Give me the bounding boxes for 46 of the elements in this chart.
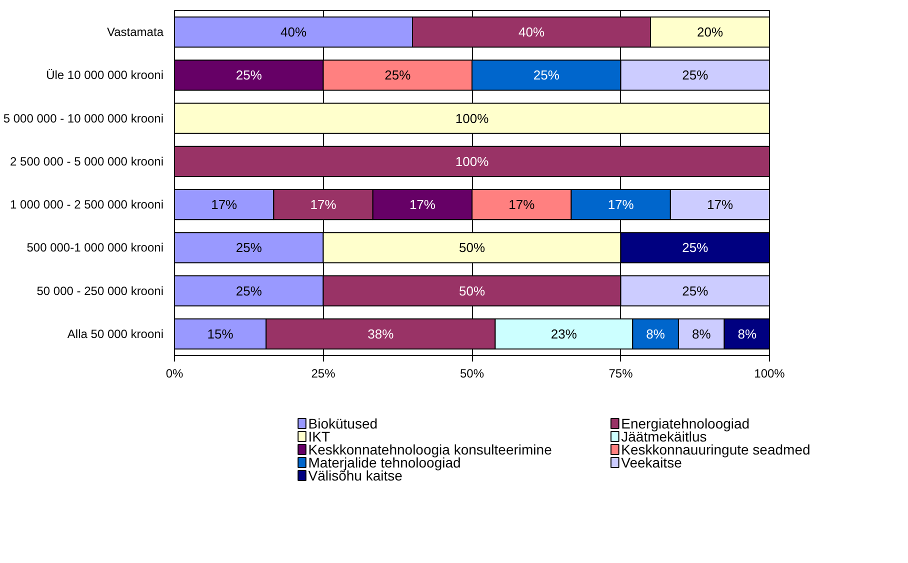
legend-label: Energiatehnoloogiad [621, 416, 750, 432]
x-tick-label: 25% [311, 366, 336, 380]
legend-label: Veekaitse [621, 454, 682, 470]
data-label: 40% [280, 24, 307, 40]
y-tick-label: 2 500 000 - 5 000 000 krooni [10, 154, 164, 168]
data-label: 17% [211, 197, 238, 212]
data-label: 17% [310, 197, 337, 212]
y-tick-label: 5 000 000 - 10 000 000 krooni [3, 111, 164, 126]
data-label: 100% [455, 154, 490, 169]
x-tick-label: 100% [754, 366, 786, 380]
y-tick-label: 500 000-1 000 000 krooni [26, 240, 164, 255]
data-label: 17% [707, 197, 734, 212]
data-label: 100% [455, 110, 490, 126]
data-label: 25% [682, 283, 709, 298]
data-label: 25% [236, 283, 262, 298]
y-tick-label: 1 000 000 - 2 500 000 krooni [10, 198, 164, 212]
data-label: 25% [236, 240, 262, 256]
legend-label: Keskkonnauuringute seadmed [621, 442, 810, 458]
data-label: 15% [207, 326, 234, 342]
data-label: 17% [409, 197, 436, 212]
legend-label: Biokütused [308, 416, 378, 432]
data-label: 23% [550, 326, 578, 342]
data-label: 50% [458, 240, 486, 256]
data-label: 40% [518, 24, 545, 40]
data-label: 25% [682, 68, 709, 83]
data-label: 25% [533, 68, 560, 83]
data-label: 8% [646, 326, 666, 342]
data-label: 17% [608, 197, 634, 212]
data-label: 8% [692, 326, 712, 342]
data-label: 8% [738, 326, 758, 342]
x-tick-label: 0% [166, 366, 184, 380]
x-tick-label: 75% [608, 366, 634, 380]
y-tick-label: Alla 50 000 krooni [67, 326, 164, 341]
data-label: 20% [696, 24, 724, 40]
y-tick-label: 50 000 - 250 000 krooni [36, 284, 164, 298]
data-label: 25% [384, 68, 412, 83]
data-label: 38% [368, 326, 394, 342]
data-label: 25% [682, 240, 709, 256]
legend-label: Keskkonnatehnoloogia konsulteerimine [308, 442, 552, 458]
y-tick-label: Üle 10 000 000 krooni [46, 68, 164, 82]
data-label: 25% [236, 68, 262, 83]
x-tick-label: 50% [460, 366, 484, 380]
y-tick-label: Vastamata [107, 25, 164, 40]
legend-label: IKT [308, 428, 330, 444]
data-label: 50% [458, 283, 486, 298]
data-label: 17% [508, 197, 536, 212]
